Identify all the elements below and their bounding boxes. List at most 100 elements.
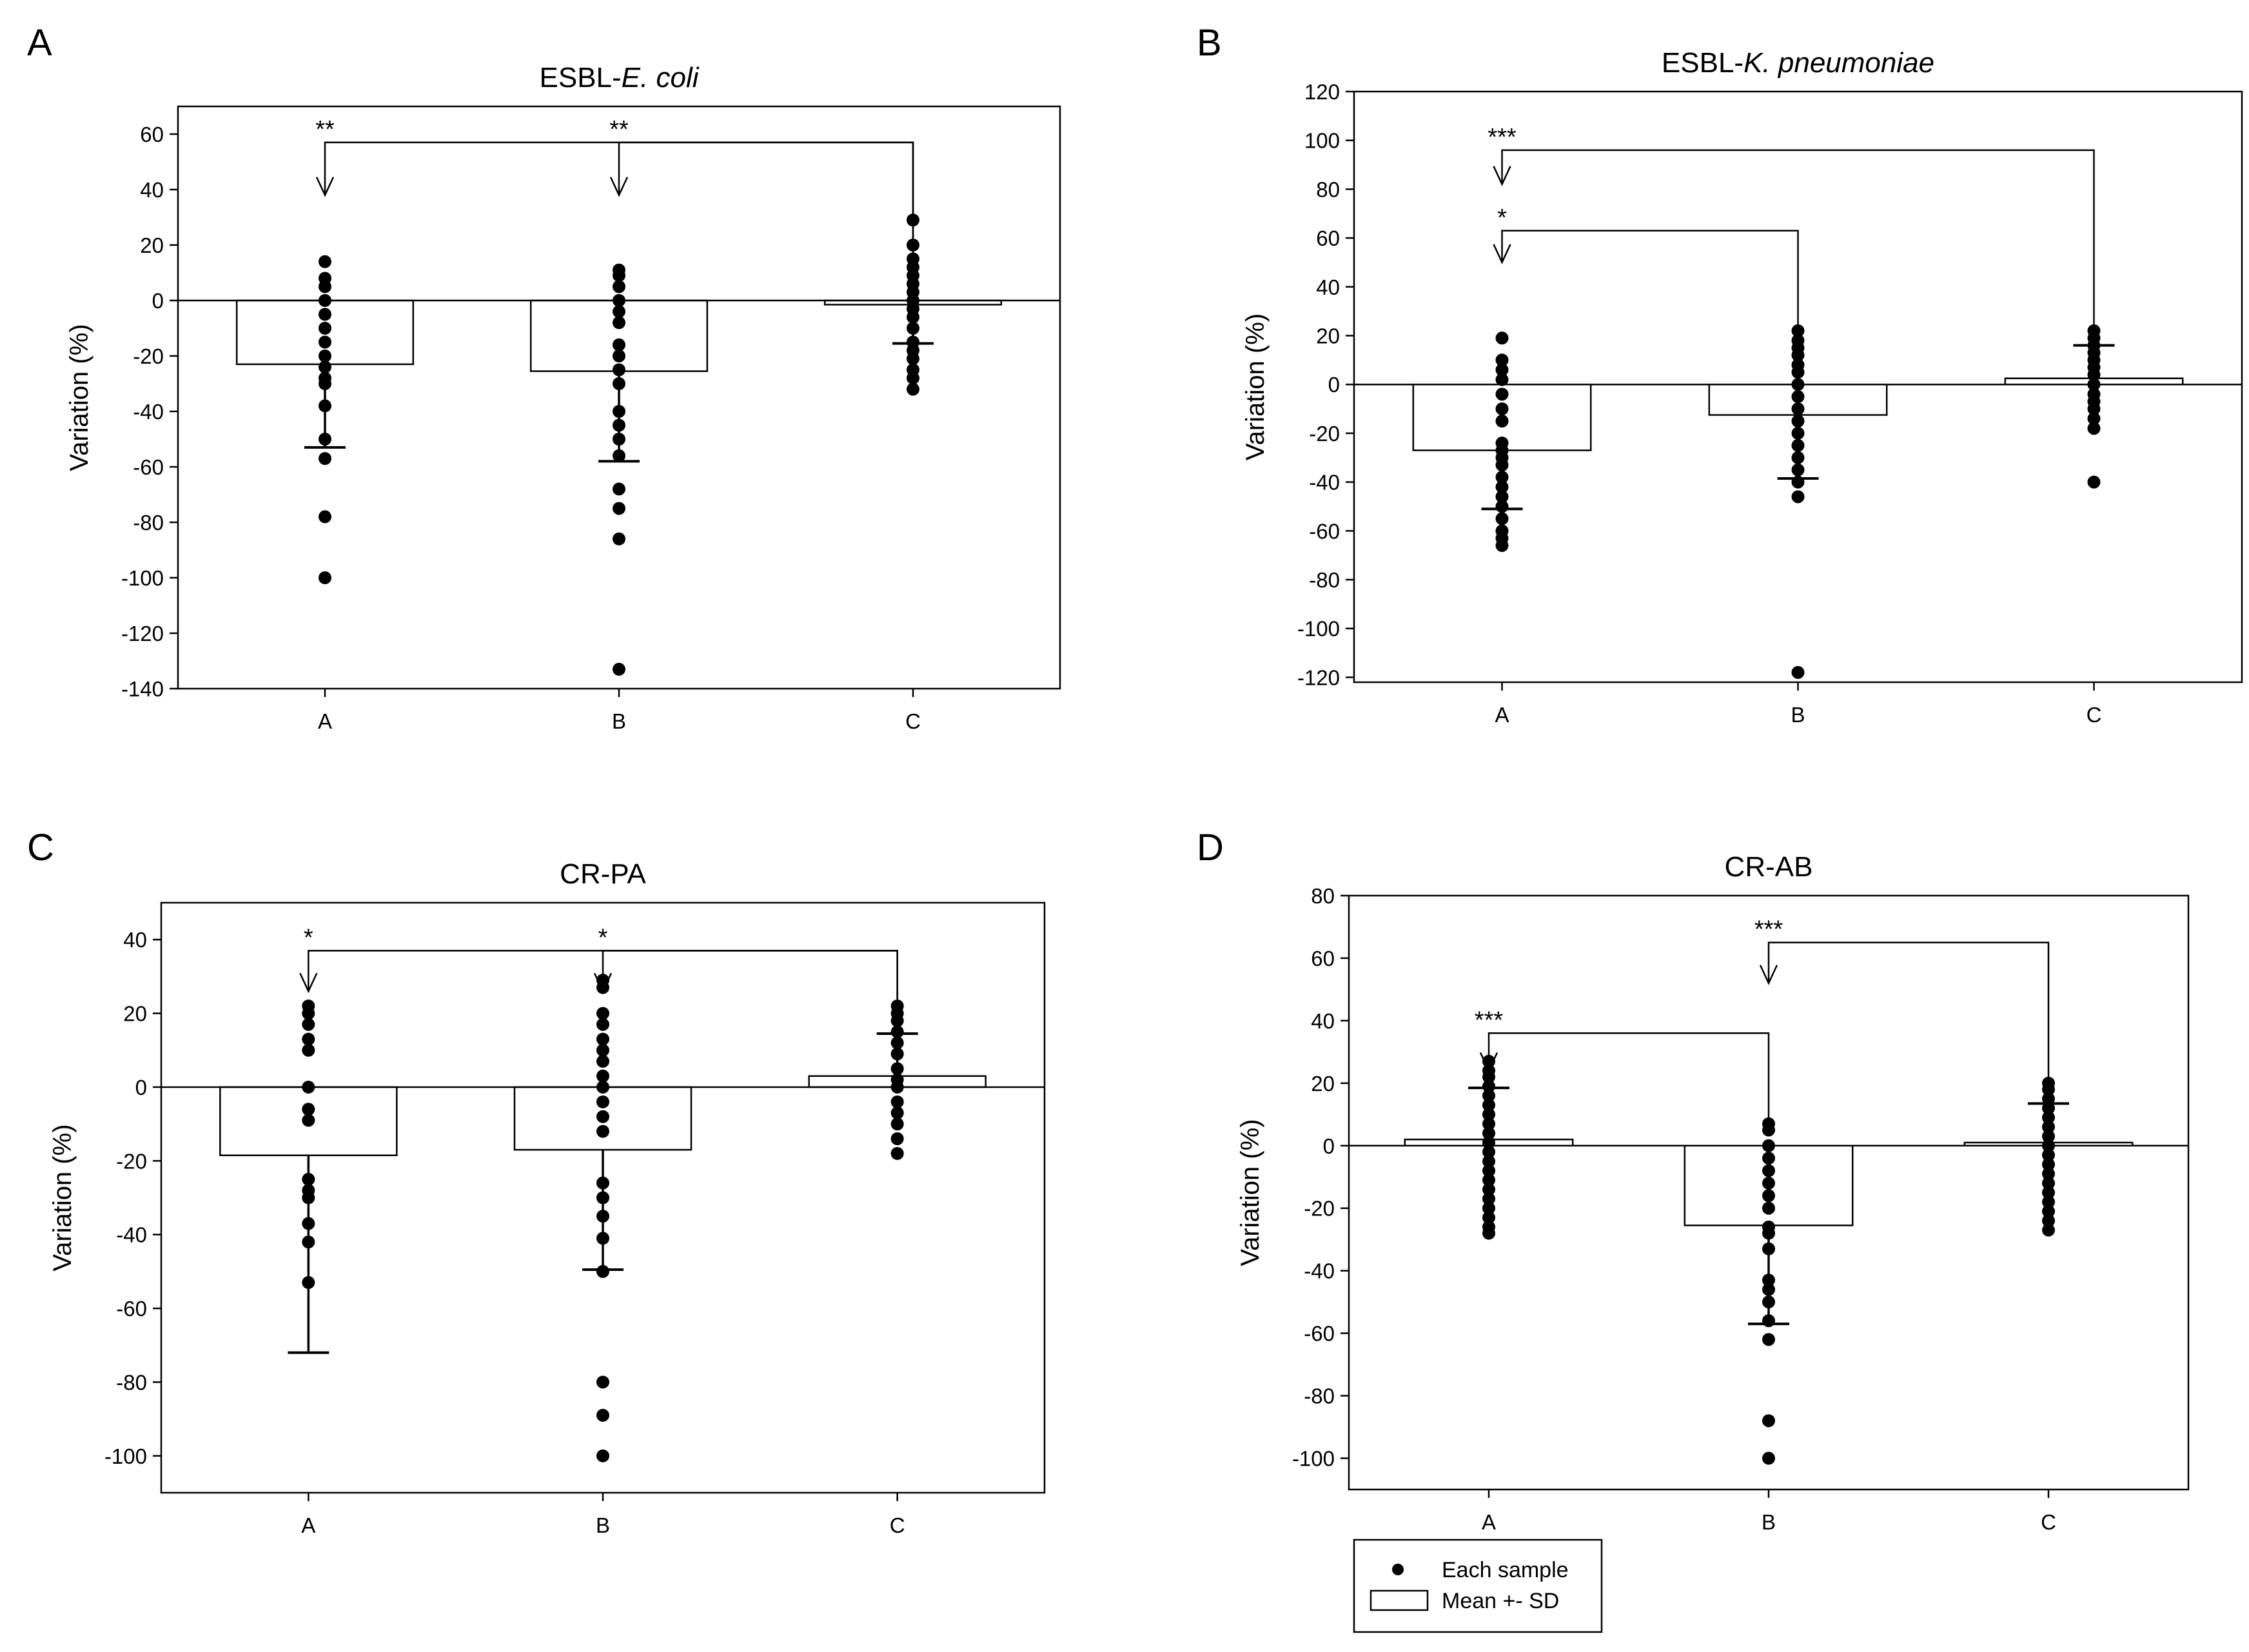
- sample-point: [1482, 1164, 1495, 1177]
- sample-point: [2042, 1083, 2055, 1096]
- sample-point: [596, 1191, 609, 1205]
- significance-arrow: [1493, 244, 1511, 264]
- x-tick-label: A: [301, 1513, 315, 1537]
- x-tick-label: B: [1791, 703, 1805, 727]
- sample-point: [1495, 388, 1509, 401]
- sample-point: [2042, 1176, 2055, 1190]
- sample-point: [890, 1062, 904, 1076]
- sample-point: [302, 1191, 315, 1205]
- sample-point: [1762, 1176, 1775, 1190]
- chart-title: CR-PA: [560, 858, 646, 890]
- sample-point: [319, 322, 331, 335]
- significance-bracket: [1501, 230, 1799, 371]
- sample-point: [319, 349, 331, 362]
- x-tick-label: C: [2087, 703, 2102, 727]
- sample-point: [1495, 414, 1509, 428]
- sample-point: [1495, 373, 1509, 386]
- y-tick-label: 80: [1316, 177, 1340, 201]
- panel-letter: A: [27, 22, 52, 64]
- significance-arrow: [1759, 965, 1778, 985]
- sample-point: [613, 363, 625, 377]
- sample-point: [1762, 1273, 1775, 1287]
- sample-point: [1495, 490, 1509, 504]
- sample-point: [2042, 1205, 2055, 1218]
- sample-point: [319, 571, 331, 584]
- sample-point: [907, 310, 919, 324]
- sample-point: [1495, 363, 1509, 377]
- sample-point: [319, 255, 331, 268]
- x-tick-label: B: [612, 709, 626, 733]
- sample-point: [2042, 1139, 2055, 1152]
- y-axis-label: Variation (%): [1236, 1119, 1264, 1266]
- y-tick-label: 60: [140, 123, 164, 146]
- x-tick-label: C: [890, 1513, 905, 1537]
- sample-point: [1762, 1283, 1775, 1296]
- sample-point: [2042, 1101, 2055, 1115]
- sample-point: [2042, 1111, 2055, 1125]
- legend-dot-marker: [1392, 1564, 1404, 1575]
- sample-point: [2042, 1214, 2055, 1228]
- y-tick-label: 20: [123, 1002, 147, 1026]
- sample-point: [1482, 1183, 1495, 1196]
- sample-point: [596, 1232, 609, 1245]
- panel-a: A ESBL-E. coli -140 -120 -100 -80 -60 -40 -20 0 20…: [27, 22, 1061, 733]
- significance-label: **: [315, 116, 335, 143]
- sample-point: [2042, 1148, 2055, 1162]
- sample-point: [890, 1047, 904, 1061]
- sample-point: [319, 308, 331, 321]
- sample-point: [596, 1018, 609, 1031]
- sample-point: [596, 1375, 609, 1389]
- sample-point: [1762, 1333, 1775, 1346]
- sample-point: [302, 1032, 315, 1046]
- panel-letter: B: [1197, 22, 1222, 64]
- sample-point: [1791, 366, 1805, 379]
- x-tick-label: A: [318, 709, 332, 733]
- x-tick-label: C: [905, 709, 921, 733]
- sample-point: [613, 449, 625, 462]
- sample-point: [596, 1449, 609, 1462]
- y-tick-label: -40: [133, 400, 164, 424]
- legend-bar-marker: [1370, 1589, 1429, 1611]
- significance-arrow: [299, 972, 318, 994]
- significance-arrow: [1493, 166, 1511, 186]
- x-tick-label: B: [596, 1513, 610, 1537]
- y-tick-label: 40: [140, 178, 164, 202]
- y-tick-label: -20: [1309, 422, 1340, 446]
- sample-point: [319, 294, 331, 307]
- sample-point: [2042, 1195, 2055, 1209]
- sample-point: [613, 349, 625, 362]
- sample-point: [1762, 1295, 1775, 1309]
- panel-letter: C: [27, 827, 54, 869]
- sample-point: [1482, 1108, 1495, 1121]
- sample-point: [302, 1043, 315, 1057]
- y-tick-label: -140: [121, 677, 164, 701]
- sample-point: [2087, 475, 2101, 489]
- sample-point: [1482, 1201, 1495, 1215]
- sample-point: [613, 532, 625, 546]
- sample-point: [1482, 1192, 1495, 1206]
- sample-point: [1482, 1174, 1495, 1187]
- y-tick-label: 60: [1311, 947, 1335, 970]
- sample-point: [596, 1080, 609, 1094]
- sample-point: [596, 1054, 609, 1068]
- sample-point: [302, 1172, 315, 1186]
- sample-point: [907, 352, 919, 366]
- sample-point: [1482, 1126, 1495, 1140]
- y-tick-label: -40: [116, 1223, 147, 1247]
- y-tick-label: 60: [1316, 226, 1340, 250]
- legend-label: Mean +- SD: [1442, 1589, 1559, 1613]
- y-tick-label: 0: [1328, 373, 1340, 397]
- sample-point: [907, 322, 919, 335]
- sample-point: [302, 1080, 315, 1094]
- sample-point: [613, 418, 625, 432]
- sample-point: [302, 1114, 315, 1127]
- sample-point: [1762, 1414, 1775, 1428]
- sample-point: [613, 305, 625, 319]
- sample-point: [613, 269, 625, 282]
- y-tick-label: -80: [1309, 568, 1340, 592]
- sample-point: [2042, 1092, 2055, 1106]
- significance-label: ***: [1475, 1007, 1504, 1034]
- sample-point: [613, 338, 625, 351]
- x-tick-label: A: [1495, 703, 1509, 727]
